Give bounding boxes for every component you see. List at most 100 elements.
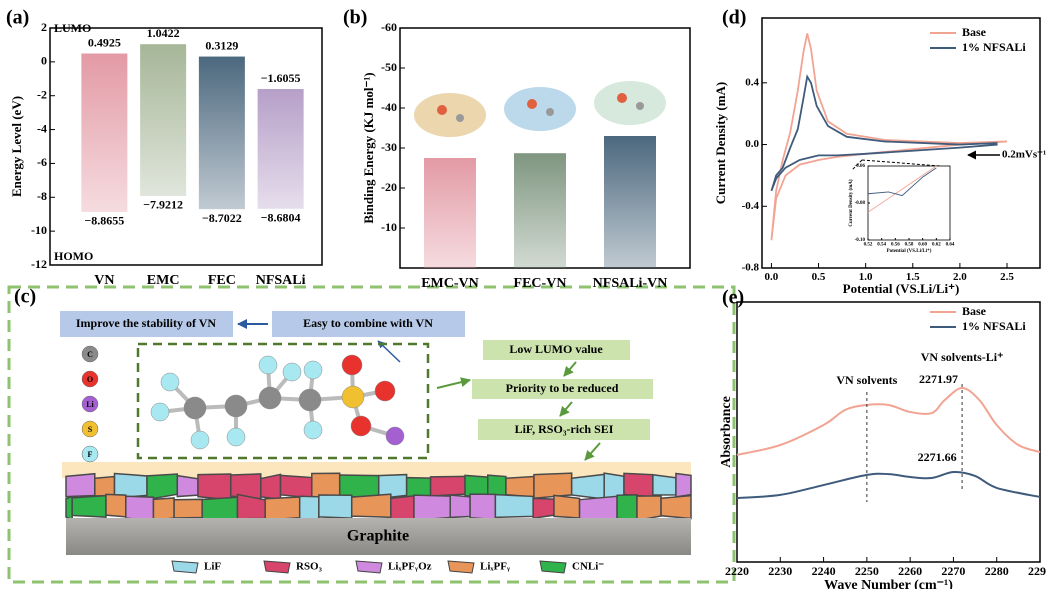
x-tick-label: EMC — [147, 273, 180, 288]
arrow — [585, 443, 600, 460]
legend-swatch — [172, 561, 198, 573]
diagram: (c) Improve the stability of VN Easy to … — [9, 286, 734, 582]
x-tick-label: NFSALi-VN — [593, 276, 668, 291]
bar — [258, 89, 304, 209]
molecule-surface — [504, 87, 576, 131]
x-tick-label: 2240 — [812, 564, 836, 578]
sei-grain — [661, 496, 691, 519]
legend-label: 1% NFSALi — [962, 319, 1026, 333]
y-tick-label: -50 — [381, 60, 397, 74]
peak-label: 2271.97 — [919, 372, 958, 386]
x-tick-label: 2230 — [768, 564, 792, 578]
annotation: HOMO — [54, 249, 93, 263]
y-tick-label: -40 — [381, 100, 397, 114]
panel-label: (d) — [722, 7, 746, 29]
bar — [81, 54, 127, 212]
sei-grain — [617, 495, 637, 520]
x-tick-label: 0.64 — [946, 242, 955, 247]
panel-label: (b) — [343, 7, 367, 29]
x-tick-label: 0.5 — [812, 271, 826, 283]
step-label: Low LUMO value — [509, 342, 603, 356]
x-tick-label: VN — [94, 273, 114, 288]
x-tick-label: 0.0 — [765, 271, 779, 283]
molecule-atom — [527, 99, 537, 109]
bar — [199, 57, 245, 210]
value-label: −8.7022 — [202, 211, 242, 225]
x-tick-label: 2280 — [985, 564, 1009, 578]
sei-grain — [470, 494, 495, 519]
step-label: Priority to be reduced — [506, 381, 619, 395]
sei-grain — [106, 494, 126, 516]
panel-label: (c) — [14, 286, 36, 308]
x-tick-label: 0.62 — [932, 242, 941, 247]
legend-label: LiₓPFᵧOz — [388, 561, 432, 573]
y-tick-label: -0.08 — [855, 201, 866, 206]
annotation: VN solvents-Li⁺ — [921, 350, 1004, 364]
y-axis-label: Energy Level (eV) — [9, 96, 24, 197]
sei-grain — [391, 496, 414, 521]
legend-swatch — [540, 561, 566, 573]
legend-label: CNLi⁻ — [572, 561, 604, 573]
x-tick-label: FEC-VN — [514, 276, 567, 291]
sei-grain — [300, 496, 319, 521]
x-tick-label: 2.5 — [1000, 271, 1014, 283]
legend-label: Base — [962, 304, 987, 318]
plot-frame — [868, 166, 950, 240]
y-tick-label: -2 — [37, 87, 47, 101]
y-tick-label: -60 — [381, 20, 397, 34]
sei-grain — [66, 497, 72, 520]
x-tick-label: 0.58 — [905, 242, 914, 247]
atom-label: F — [88, 450, 93, 459]
sei-grain — [572, 474, 605, 499]
y-axis-label: Current Density (mA) — [713, 82, 728, 205]
x-axis-label: Potential (VS.Li/Li⁺) — [843, 281, 960, 296]
sei-grain — [202, 497, 237, 521]
sei-grain — [506, 477, 534, 497]
sei-grain — [66, 474, 95, 497]
sei-grain — [534, 473, 572, 498]
x-tick-label: 2290 — [1028, 564, 1046, 578]
value-label: −7.9212 — [143, 198, 183, 212]
legend-label: LiₓPFᵧ — [480, 561, 510, 573]
y-axis-label: Binding Energy (KJ mol⁻¹) — [361, 72, 376, 223]
y-axis-label: Absorbance — [719, 396, 734, 468]
sei-grain — [174, 499, 202, 518]
molecule-atom — [437, 105, 447, 115]
y-tick-label: -0.8 — [742, 262, 760, 274]
atom-label: C — [87, 350, 93, 359]
value-label: 1.0422 — [147, 26, 180, 40]
molecule-atom — [617, 93, 627, 103]
value-label: −8.6804 — [261, 211, 301, 225]
atom-label: S — [88, 425, 93, 434]
y-tick-label: -10 — [31, 223, 47, 237]
panel-label: (a) — [6, 7, 29, 29]
x-tick-label: 2270 — [941, 564, 965, 578]
y-tick-label: -20 — [381, 180, 397, 194]
sei-grain — [495, 495, 533, 518]
figure: (c) Improve the stability of VN Easy to … — [0, 0, 1046, 589]
legend-swatch — [448, 561, 474, 573]
x-tick-label: 0.56 — [891, 242, 900, 247]
sei-grain — [281, 475, 312, 498]
annotation: 0.2mVs⁻¹ — [1002, 149, 1046, 161]
sei-grain — [126, 496, 154, 520]
legend-label: Base — [962, 25, 987, 39]
legend-label: LiF — [204, 561, 221, 573]
sei-grain — [72, 496, 106, 518]
legend-swatch — [264, 561, 290, 573]
value-label: 0.3129 — [205, 38, 238, 52]
molecule-atoms — [151, 355, 404, 449]
atom-label: Li — [86, 400, 94, 409]
box-label: Improve the stability of VN — [76, 316, 217, 330]
x-tick-label: NFSALi — [256, 273, 306, 288]
legend-label: 1% NFSALi — [962, 40, 1026, 54]
arrow — [437, 380, 470, 388]
sei-grain — [488, 475, 506, 496]
y-tick-label: 0.0 — [745, 138, 759, 150]
molecule-atom — [546, 108, 554, 116]
plot-frame — [737, 302, 1040, 562]
atom-label: O — [87, 375, 93, 384]
y-tick-label: -10 — [381, 220, 397, 234]
y-tick-label: -0.10 — [855, 238, 866, 243]
substrate-label: Graphite — [347, 528, 409, 545]
